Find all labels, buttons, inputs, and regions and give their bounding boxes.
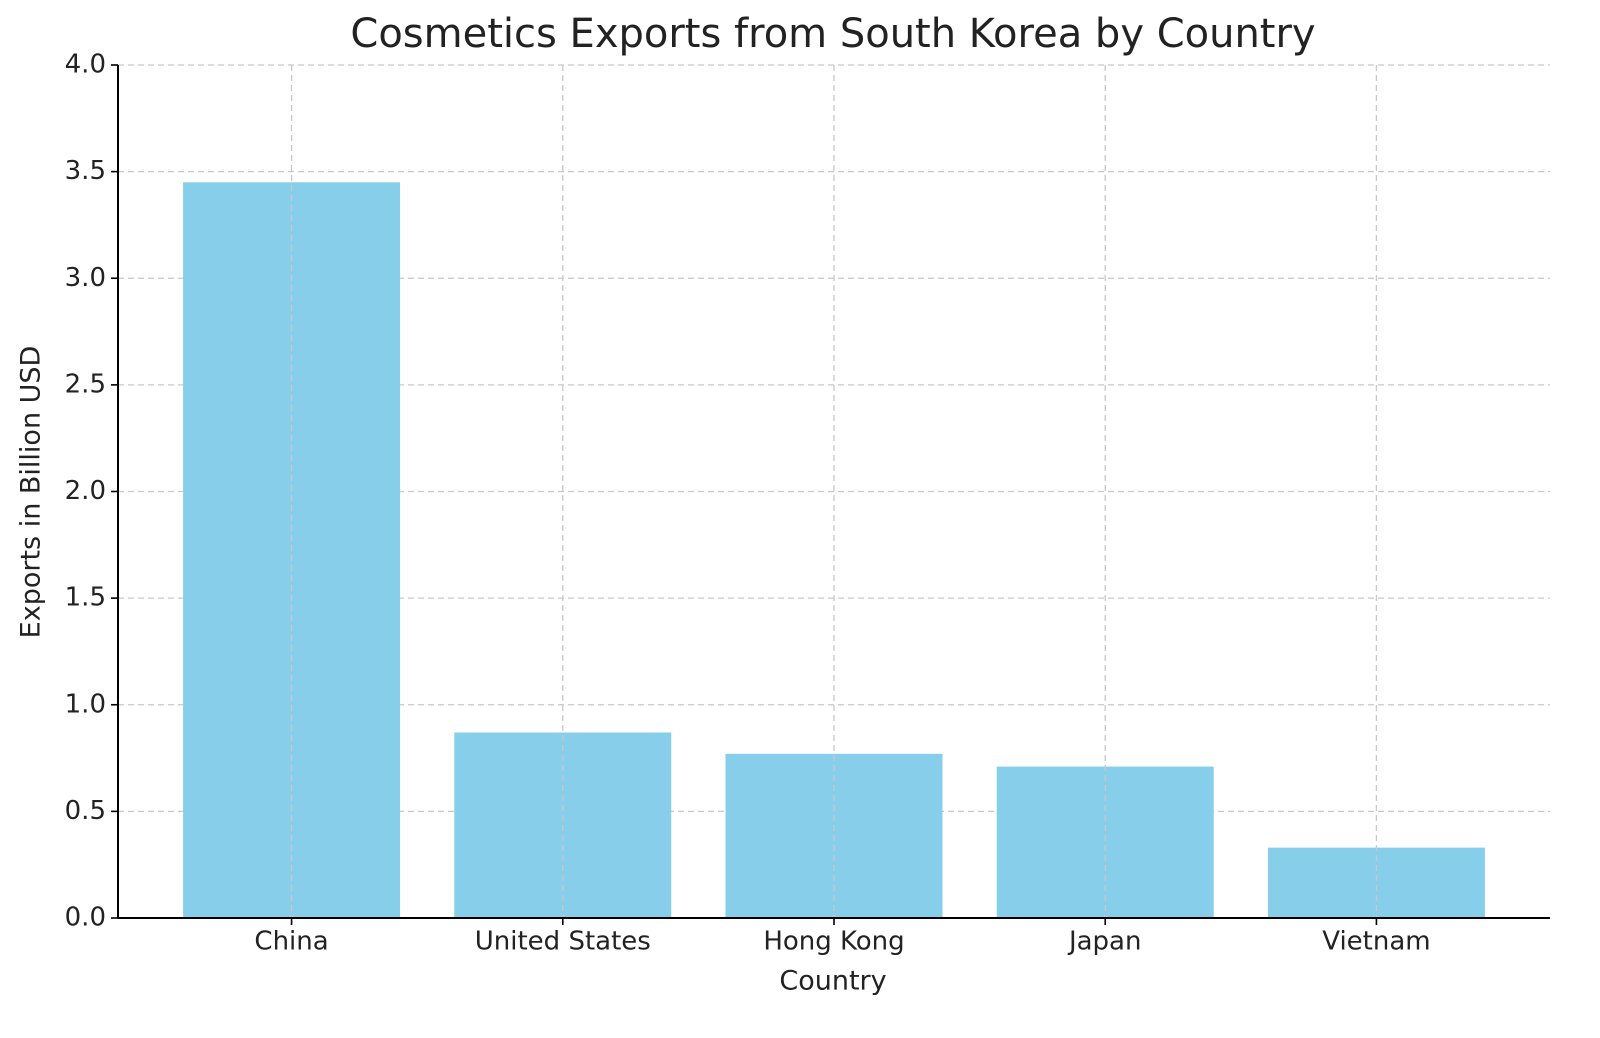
y-axis-label: Exports in Billion USD	[16, 346, 47, 639]
y-tick-label: 1.0	[65, 689, 106, 719]
x-axis-label: Country	[779, 966, 886, 997]
y-tick-label: 2.0	[65, 476, 106, 506]
x-tick-label: Hong Kong	[763, 927, 904, 957]
y-tick-label: 3.5	[65, 156, 106, 186]
y-tick-label: 1.5	[65, 583, 106, 613]
y-tick-label: 4.0	[65, 50, 106, 80]
x-tick-label: United States	[475, 927, 651, 957]
chart-title: Cosmetics Exports from South Korea by Co…	[350, 11, 1315, 57]
y-tick-label: 0.0	[65, 903, 106, 933]
bar	[996, 766, 1214, 918]
x-tick-label: Japan	[1067, 927, 1142, 957]
y-tick-label: 3.0	[65, 263, 106, 293]
x-tick-label: China	[254, 927, 328, 957]
y-tick-label: 2.5	[65, 369, 106, 399]
x-tick-label: Vietnam	[1322, 927, 1430, 957]
y-tick-label: 0.5	[65, 796, 106, 826]
